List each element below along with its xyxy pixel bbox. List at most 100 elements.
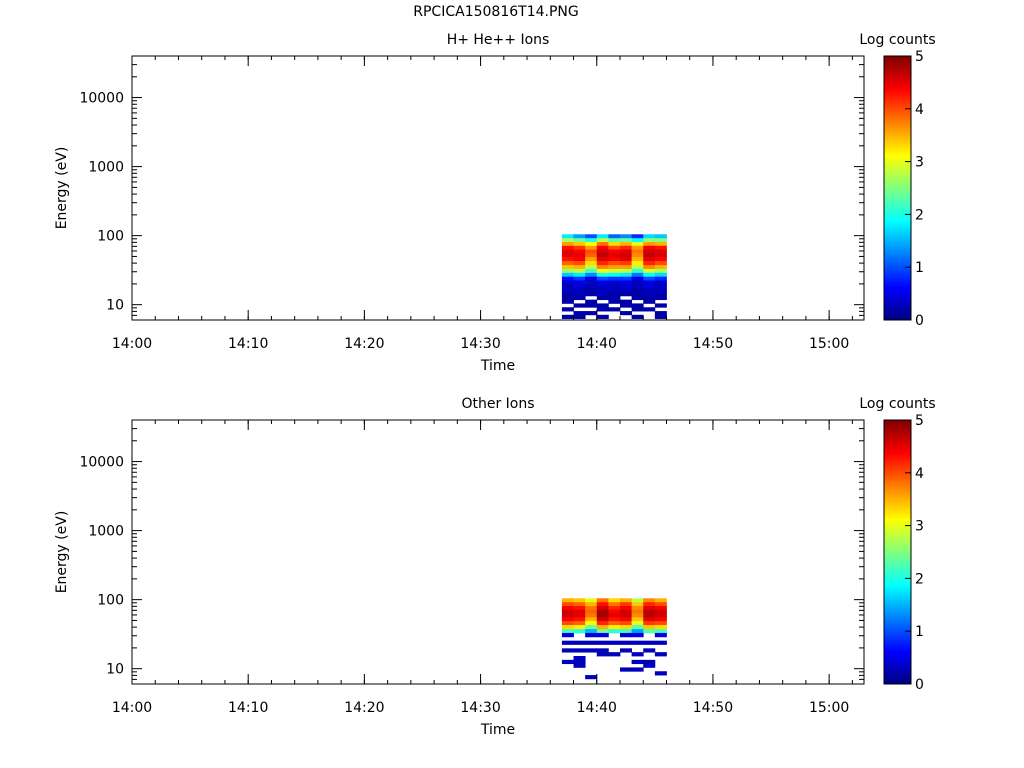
chart2-x-axis: 14:00 14:10 14:20 14:30 14:40 14:50 15:00 [112,420,853,716]
chart1-y-axis: 10 100 1000 10000 [79,55,864,321]
heatmap-cell [573,242,586,247]
colorbar-segment [884,420,911,424]
colorbar-segment [884,541,911,545]
heatmap-cell [596,602,609,607]
heatmap-cell [620,265,633,270]
heatmap-cell [573,272,586,278]
heatmap-cell [596,245,609,250]
heatmap-cell [573,249,586,254]
heatmap-cell [620,234,633,239]
colorbar-segment [884,288,911,292]
heatmap-cell [631,632,644,638]
heatmap-cell [573,268,586,274]
heatmap-cell [585,613,598,618]
heatmap-cell [620,249,633,254]
colorbar-segment [884,127,911,131]
colorbar-segment [884,507,911,511]
heatmap-cell [620,625,633,630]
colorbar-segment [884,670,911,674]
colorbar-segment [884,230,911,234]
colorbar-segment [884,161,911,165]
heatmap-cell [643,598,656,603]
colorbar-segment [884,446,911,450]
heatmap-cell [585,632,598,638]
colorbar-segment [884,151,911,155]
heatmap-cell [631,652,644,657]
heatmap-cell [608,242,621,247]
colorbar-frame [883,55,912,321]
colorbar-segment [884,578,911,582]
heatmap-cell [631,268,644,274]
colorbar-segment [884,509,911,513]
heatmap-cell [561,272,574,278]
x-tick-label: 14:40 [577,700,617,716]
heatmap-cell [620,242,633,247]
colorbar-segment [884,493,911,498]
chart1-plot-frame [131,55,865,321]
heatmap-cell [608,602,621,607]
colorbar-segment [884,530,911,535]
heatmap-cell [631,272,644,278]
heatmap-cell [596,292,609,297]
heatmap-cell [631,640,644,645]
colorbar-segment [884,604,911,608]
heatmap-cell [643,613,656,618]
heatmap-cell [608,613,621,618]
colorbar-segment [884,546,911,550]
heatmap-cell [654,632,667,638]
heatmap-cell [608,257,621,262]
y-tick-label: 1000 [88,524,124,540]
heatmap-cell [585,249,598,254]
colorbar-segment [884,641,911,645]
y-tick-label: 10000 [79,91,124,107]
heatmap-cell [585,284,598,289]
chart1-colorbar-label: Log counts [859,32,935,48]
heatmap-cell [561,280,574,285]
colorbar-segment [884,74,911,78]
heatmap-cell [596,238,609,243]
colorbar-segment [884,631,911,635]
colorbar-segment [884,269,911,273]
heatmap-cell [585,276,598,281]
heatmap-cell [573,621,586,626]
heatmap-cell [585,648,598,653]
heatmap-cell [596,234,609,239]
colorbar-segment [884,135,911,139]
heatmap-cell [654,640,667,645]
heatmap-cell [654,253,667,258]
heatmap-cell [585,242,598,247]
heatmap-cell [561,238,574,243]
heatmap-cell [561,598,574,603]
colorbar-segment [884,623,911,627]
heatmap-cell [596,295,609,301]
heatmap-cell [643,640,656,645]
heatmap-cell [561,299,574,304]
colorbar-segment [884,607,911,611]
heatmap-cell [643,606,656,611]
colorbar-segment [884,596,911,601]
colorbar-segment [884,129,911,134]
colorbar-segment [884,92,911,97]
heatmap-cell [561,276,574,281]
heatmap-cell [608,640,621,645]
heatmap-cell [608,245,621,250]
heatmap-cell [654,303,667,308]
colorbar-segment [884,501,911,505]
colorbar-segment [884,599,911,603]
colorbar-segment [884,314,911,318]
colorbar-segment [884,275,911,279]
heatmap-cell [608,295,621,301]
chart1-x-axis-label: Time [480,358,515,374]
heatmap-cell [596,272,609,278]
colorbar-segment [884,116,911,120]
heatmap-cell [561,234,574,239]
heatmap-cell [573,625,586,630]
colorbar-segment [884,639,911,643]
heatmap-cell [631,602,644,607]
colorbar-segment [884,610,911,614]
heatmap-cell [608,280,621,285]
colorbar-segment [884,293,911,297]
heatmap-cell [608,621,621,626]
colorbar-segment [884,261,911,266]
colorbar-segment [884,106,911,110]
